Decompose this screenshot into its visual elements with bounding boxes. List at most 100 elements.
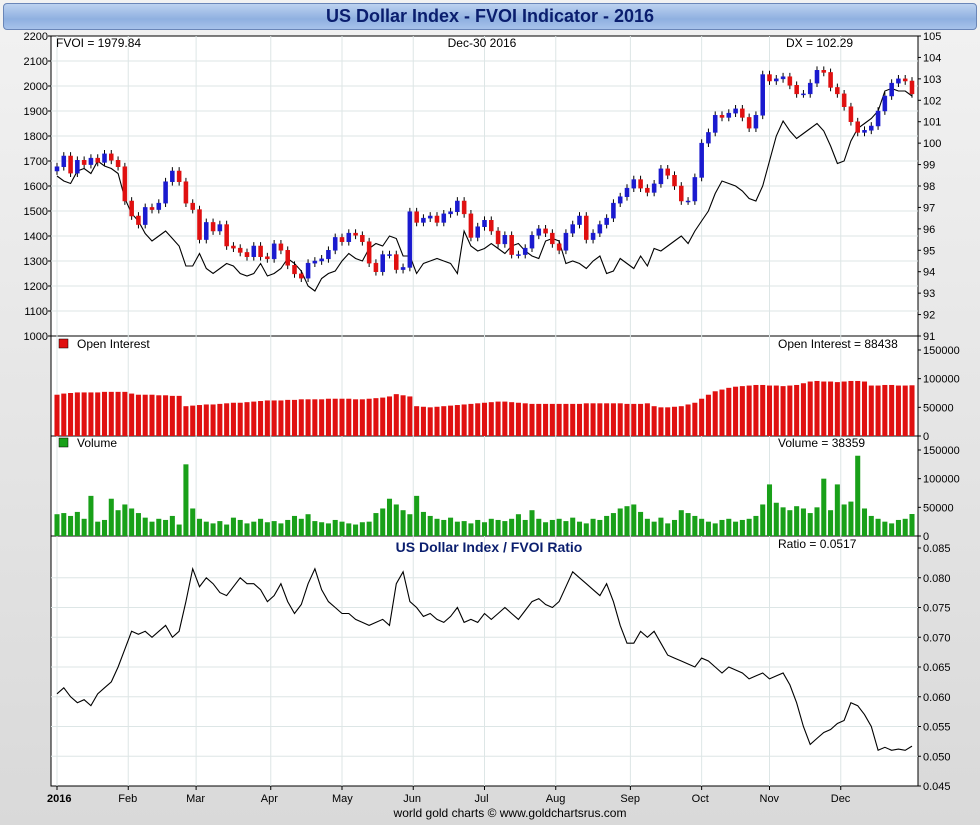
volume-bar xyxy=(251,521,257,536)
dx-candle xyxy=(577,215,582,225)
dx-candle xyxy=(835,87,840,95)
ratio-axis-tick-label: 0.075 xyxy=(923,603,951,615)
dx-candle xyxy=(54,166,60,172)
oi-bar xyxy=(733,386,739,436)
oi-bar xyxy=(814,380,820,436)
fvoi-line xyxy=(56,87,913,292)
volume-bar xyxy=(509,518,515,536)
volume-bar xyxy=(129,508,135,536)
oi-bar xyxy=(712,391,718,436)
volume-bar xyxy=(570,517,576,536)
oi-bar xyxy=(895,385,901,436)
volume-bar xyxy=(359,522,365,536)
dx-candle xyxy=(455,200,460,212)
oi-bar xyxy=(346,398,352,436)
x-tick-label: Oct xyxy=(692,793,709,805)
oi-bar xyxy=(427,407,433,436)
x-tick-label: Nov xyxy=(760,793,780,805)
dx-candle xyxy=(88,157,94,165)
dx-candle xyxy=(149,207,155,210)
volume-bar xyxy=(339,521,345,536)
ratio-axis-tick-label: 0.080 xyxy=(923,573,951,585)
dx-candle xyxy=(556,243,562,251)
volume-bar xyxy=(230,517,236,536)
x-tick-label: May xyxy=(332,793,353,805)
dx-candle xyxy=(509,235,514,255)
oi-bar xyxy=(773,385,779,436)
oi-bar xyxy=(515,402,521,436)
dx-candle xyxy=(461,200,467,215)
volume-bar xyxy=(739,519,745,536)
oi-bar xyxy=(68,393,74,436)
oi-bar xyxy=(617,403,623,436)
ratio-axis-tick-label: 0.065 xyxy=(923,662,951,674)
volume-bar xyxy=(224,524,230,536)
dx-candle xyxy=(712,115,718,133)
oi-bar xyxy=(210,404,216,436)
dx-axis-tick-label: 104 xyxy=(923,52,941,64)
fvoi-axis-tick-label: 1800 xyxy=(24,131,48,143)
volume-bar xyxy=(163,519,169,536)
dx-candle xyxy=(760,74,765,116)
oi-bar xyxy=(264,400,270,436)
dx-candle xyxy=(550,232,555,245)
oi-bar xyxy=(787,385,793,436)
oi-bar xyxy=(882,384,888,436)
fvoi-axis-tick-label: 1500 xyxy=(24,206,48,218)
dx-candle xyxy=(767,74,772,82)
volume-bar xyxy=(875,518,881,536)
dx-candle xyxy=(170,170,175,182)
dx-candle xyxy=(889,82,894,97)
volume-bar xyxy=(142,517,148,536)
oi-bar xyxy=(495,401,501,436)
dx-candle xyxy=(624,187,630,197)
volume-bar xyxy=(753,515,759,536)
fvoi-axis-tick-label: 1400 xyxy=(24,231,48,243)
oi-bar xyxy=(176,395,182,436)
dx-candle xyxy=(570,224,575,234)
oi-bar xyxy=(780,386,786,436)
dx-candle xyxy=(427,215,433,219)
volume-bar xyxy=(699,518,705,536)
oi-bar xyxy=(353,399,359,436)
dx-candle xyxy=(902,78,908,82)
dx-candle xyxy=(319,258,324,262)
oi-bar xyxy=(196,405,203,436)
dx-candle xyxy=(909,80,915,95)
oi-bar xyxy=(475,403,481,436)
volume-bar xyxy=(909,514,915,536)
volume-bar xyxy=(386,498,393,536)
oi-bar xyxy=(644,403,650,436)
oi-bar xyxy=(156,395,162,436)
volume-bar xyxy=(353,524,359,536)
dx-candle xyxy=(448,211,453,215)
dx-candle xyxy=(176,170,182,182)
oi-bar xyxy=(821,381,827,436)
volume-bar xyxy=(434,518,440,536)
oi-bar xyxy=(529,403,535,436)
dx-candle xyxy=(590,232,596,240)
volume-axis-tick-label: 50000 xyxy=(923,502,954,514)
oi-bar xyxy=(129,393,135,436)
oi-bar xyxy=(203,404,209,436)
volume-bar xyxy=(644,518,650,536)
volume-bar xyxy=(108,498,114,536)
oi-bar xyxy=(244,402,250,436)
ratio-axis-tick-label: 0.050 xyxy=(923,751,951,763)
oi-bar xyxy=(665,407,671,436)
oi-bar xyxy=(122,391,128,436)
dx-candle xyxy=(421,217,426,223)
volume-legend-label: Volume xyxy=(77,436,117,450)
dx-candle xyxy=(638,179,643,189)
oi-bar xyxy=(753,384,759,436)
dx-candle xyxy=(414,211,419,223)
volume-bar xyxy=(495,519,501,536)
volume-bar xyxy=(821,478,827,536)
dx-candle xyxy=(489,220,494,232)
oi-bar xyxy=(543,403,549,436)
chart-title: US Dollar Index - FVOI Indicator - 2016 xyxy=(325,6,655,26)
volume-bar xyxy=(536,518,542,536)
oi-bar xyxy=(848,380,854,436)
dx-candle xyxy=(312,260,318,264)
volume-bar xyxy=(631,504,637,536)
